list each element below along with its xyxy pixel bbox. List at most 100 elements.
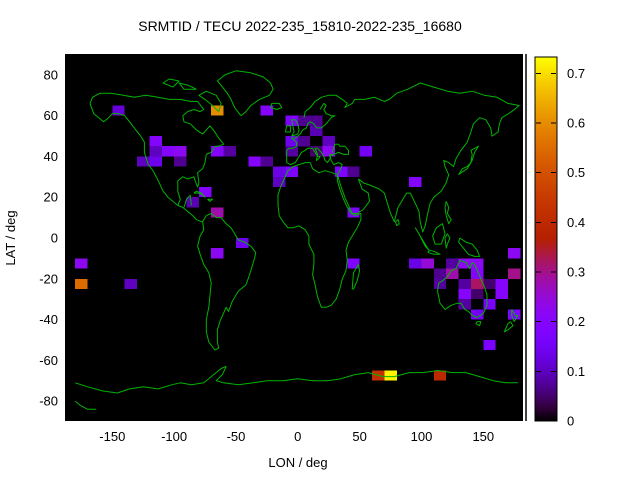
colorbar-ticks	[536, 72, 556, 372]
heatmap-cell	[458, 299, 471, 310]
coastline-path	[270, 102, 283, 110]
coastline-path	[74, 400, 97, 410]
heatmap-cell	[297, 115, 311, 126]
heatmap-cell	[458, 289, 471, 300]
heatmap-cell	[347, 166, 360, 177]
heatmap-cell	[273, 176, 286, 187]
coastline-path	[193, 190, 206, 198]
y-tick-label: -40	[39, 312, 58, 327]
heatmap-cell	[161, 146, 175, 157]
heatmap-cell	[211, 207, 224, 218]
heatmap-cell	[75, 258, 88, 269]
heatmap-cell	[75, 278, 88, 289]
x-tick-label: 150	[472, 429, 494, 444]
heatmap-cell	[446, 268, 459, 279]
y-tick-label: -20	[39, 271, 58, 286]
colorbar-tick-label: 0.2	[567, 314, 585, 329]
heatmap-cell	[458, 278, 471, 289]
coastline-path	[414, 227, 430, 251]
coastline-path	[427, 249, 441, 255]
heatmap-cell	[297, 136, 311, 147]
heatmap-cell	[211, 146, 224, 157]
coastline-path	[183, 194, 192, 208]
y-axis-tick-labels: 80 60 40 20 0 -20 -40 -60 -80	[39, 67, 58, 408]
heatmap-cell	[124, 278, 138, 289]
colorbar-tick-label: 0.4	[567, 215, 585, 230]
heatmap-cell	[458, 258, 471, 269]
coastline-path	[395, 219, 400, 227]
x-tick-label: -150	[99, 429, 125, 444]
heatmap-cell	[285, 136, 298, 147]
coastline-path	[277, 162, 362, 308]
coastline-path	[444, 233, 451, 249]
coastline-path	[89, 92, 225, 206]
colorbar-tick-label: 0	[567, 414, 574, 429]
coastline-path	[351, 264, 361, 290]
heatmap-cell	[470, 278, 484, 289]
heatmap-cell	[186, 197, 199, 208]
y-tick-label: -80	[39, 394, 58, 409]
coastline-path	[329, 153, 343, 176]
heatmap-cell	[285, 166, 298, 177]
heatmap-cell	[260, 105, 274, 116]
heatmap-cell	[433, 268, 447, 279]
coastline-path	[178, 82, 197, 90]
heatmap-cell	[149, 156, 162, 167]
coastline-path	[286, 143, 349, 166]
coastline-path	[207, 198, 213, 202]
heatmap-cell	[347, 207, 360, 218]
heatmap-cell	[483, 278, 496, 289]
coastline-path	[75, 366, 518, 394]
y-tick-label: 60	[44, 108, 58, 123]
x-tick-label: 100	[411, 429, 433, 444]
heatmap-cell	[470, 268, 484, 279]
colorbar-tick-labels: 0 0.1 0.2 0.3 0.4 0.5 0.6 0.7	[567, 66, 585, 429]
heatmap-cell	[310, 125, 323, 137]
heatmap-cell	[149, 136, 162, 147]
heatmap-cell	[322, 146, 335, 157]
colorbar-tick-label: 0.5	[567, 165, 585, 180]
heatmap-cell	[198, 187, 212, 198]
heatmap-cell	[508, 309, 521, 320]
heatmap-cell	[137, 156, 150, 167]
x-tick-label: 50	[352, 429, 366, 444]
heatmap-cell	[508, 268, 521, 279]
heatmap-cell	[174, 146, 187, 157]
heatmap-cell	[236, 238, 249, 249]
heatmap-cell	[495, 278, 509, 289]
coastline-path	[198, 90, 222, 112]
heatmap-cell	[495, 289, 509, 300]
heatmap-cell	[149, 146, 162, 157]
x-tick-label: -100	[161, 429, 187, 444]
coastline-path	[336, 174, 370, 214]
heatmap-cell	[433, 278, 447, 289]
coastline-path	[216, 70, 274, 117]
heatmap-cell	[310, 115, 323, 126]
coastline-path	[444, 201, 452, 225]
colorbar-tick-label: 0.7	[567, 66, 585, 81]
heatmap-cell	[248, 156, 261, 167]
coastline-path	[458, 237, 481, 257]
coastline-path	[503, 321, 514, 333]
plot-title: SRMTID / TECU 2022-235_15810-2022-235_16…	[138, 18, 462, 34]
heatmap-cell	[359, 146, 372, 157]
coastline-path	[475, 321, 482, 327]
heatmap-cell	[322, 136, 335, 147]
heatmap-cell	[384, 370, 397, 381]
heatmap-cell	[470, 258, 484, 269]
coastline-path	[177, 204, 257, 351]
y-tick-label: -60	[39, 353, 58, 368]
heatmap-cell	[112, 105, 125, 116]
coastlines	[74, 70, 520, 410]
heatmap-cell	[446, 258, 459, 269]
coastline-path	[303, 82, 520, 233]
heatmap-cell	[433, 370, 447, 381]
coastline-path	[511, 309, 519, 323]
heatmap-cell	[470, 309, 484, 320]
heatmap-cell	[285, 146, 298, 157]
heatmap-cell	[223, 146, 236, 157]
map-background	[65, 54, 523, 421]
x-tick-label: 0	[294, 429, 301, 444]
x-axis-title: LON / deg	[268, 455, 327, 470]
